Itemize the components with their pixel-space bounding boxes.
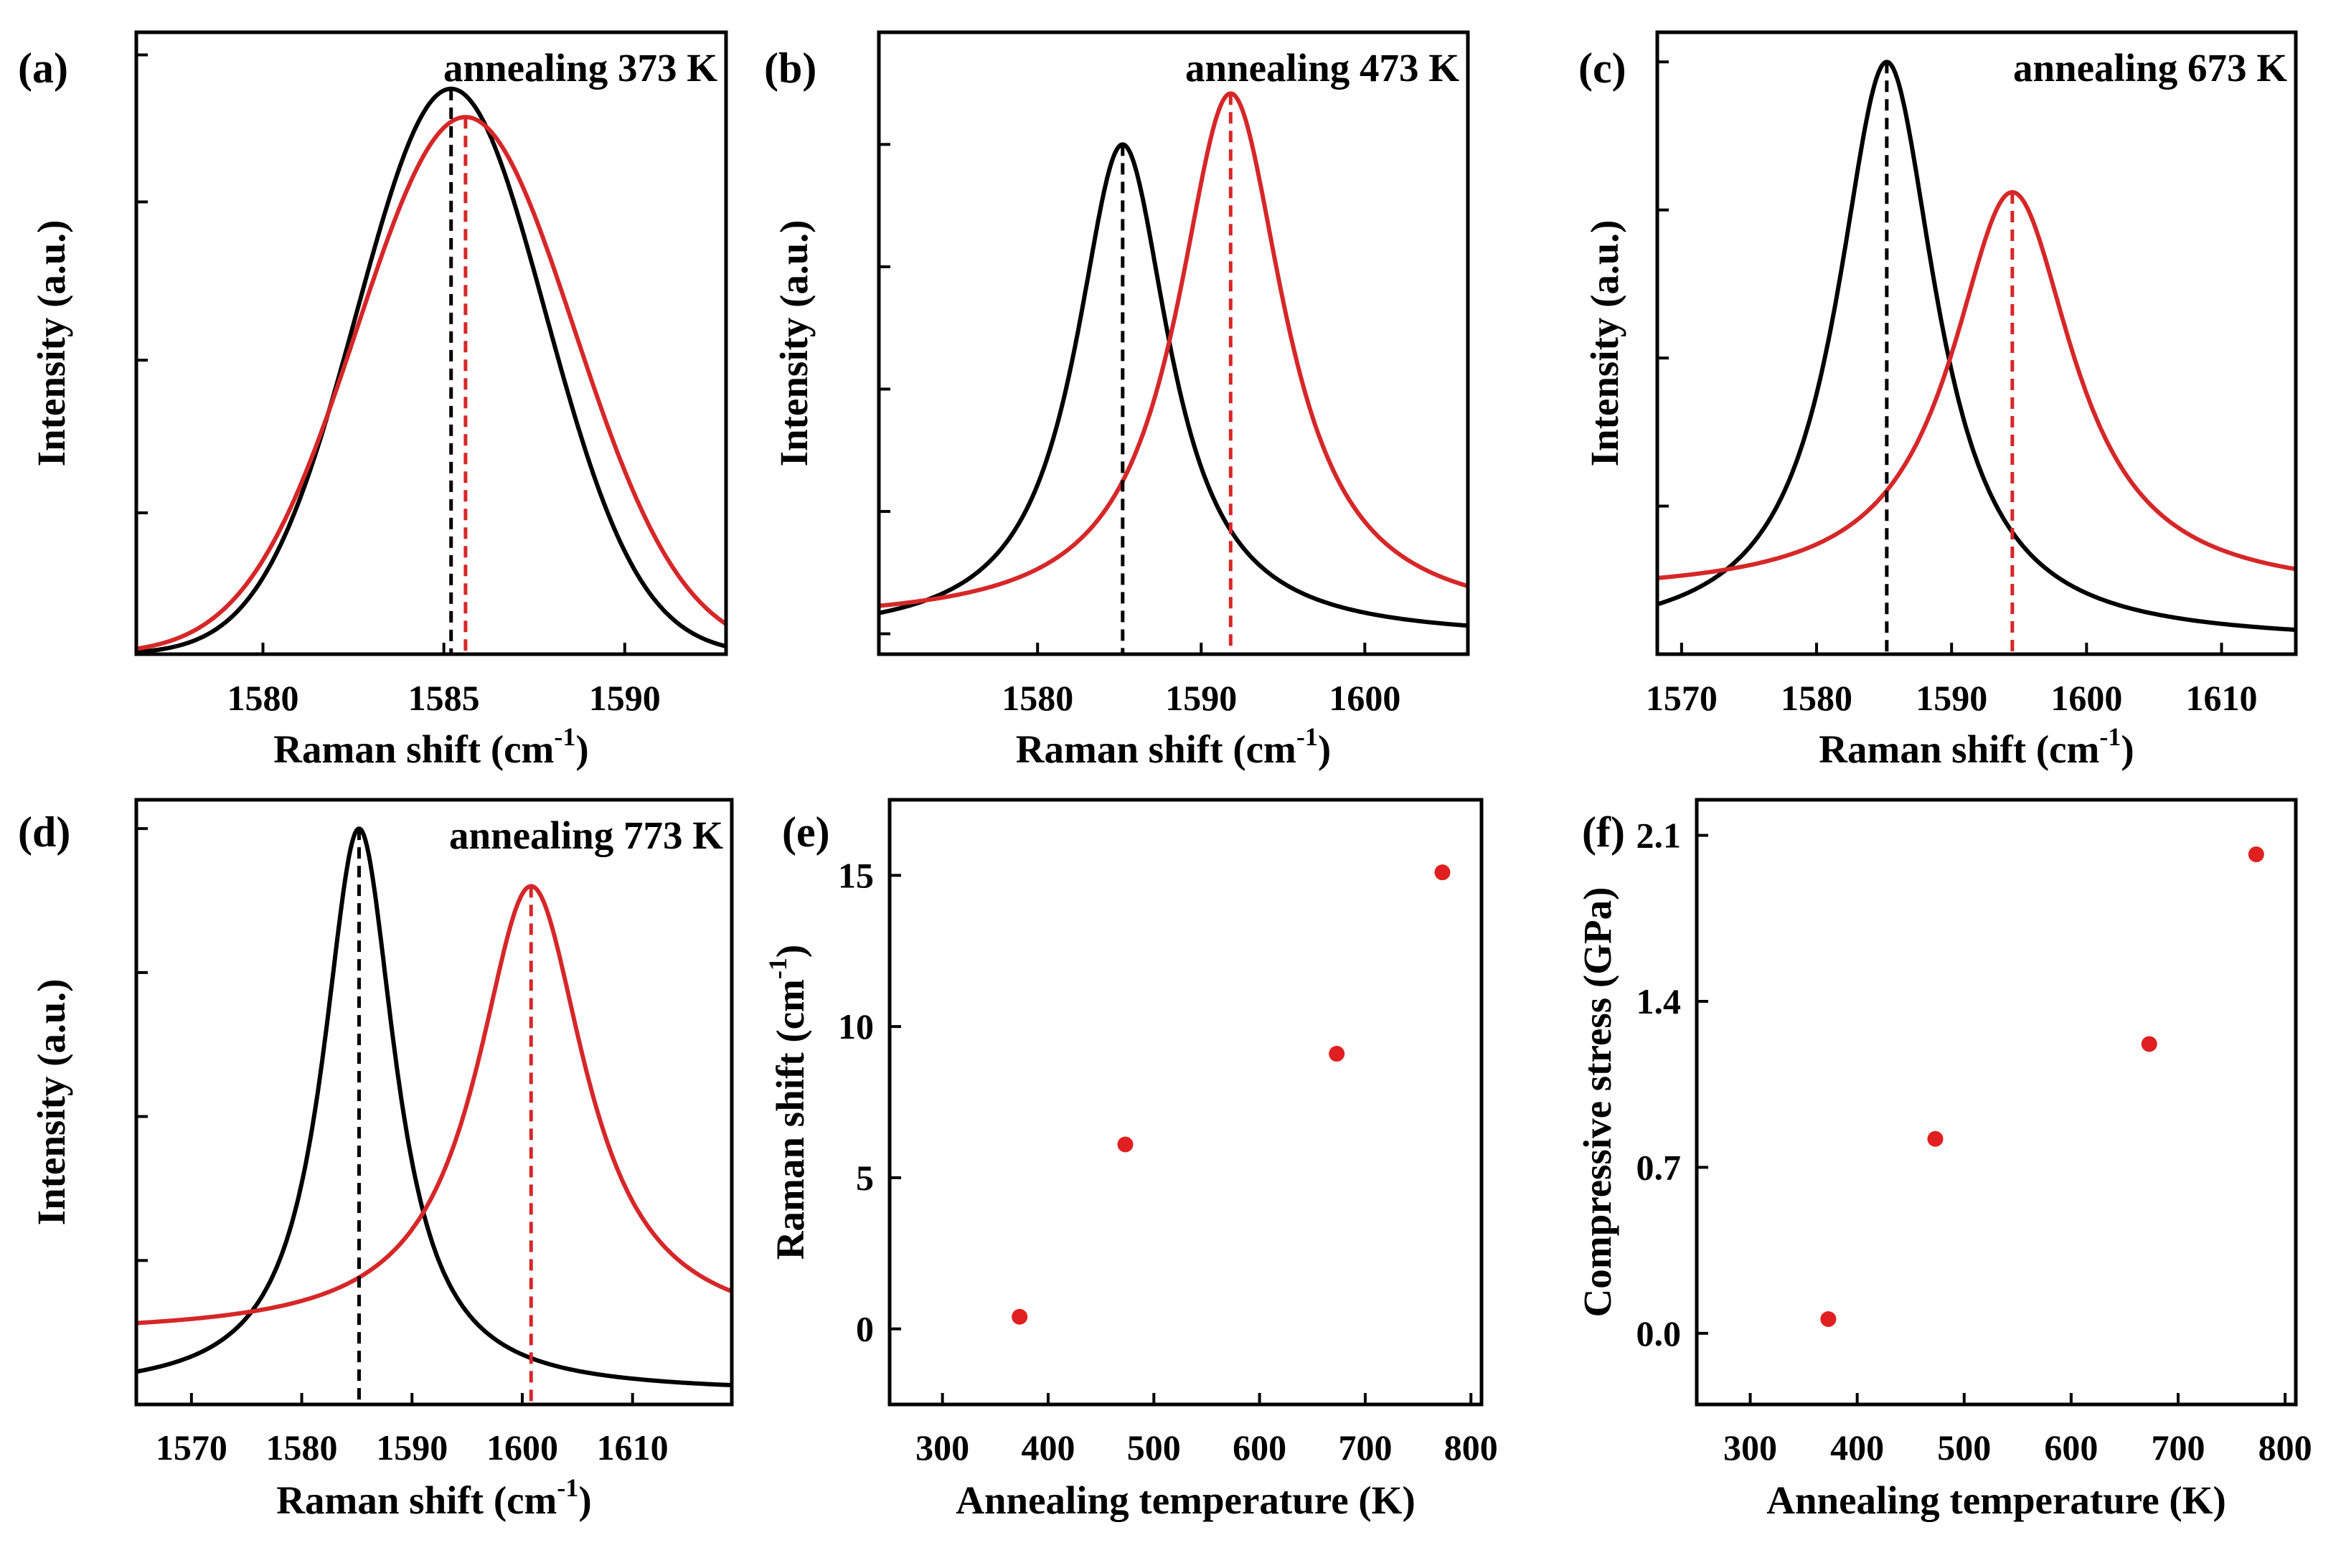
- y-axis-label: Intensity (a.u.): [29, 979, 73, 1226]
- plot-area: [136, 86, 726, 654]
- y-tick-label: 5: [856, 1158, 874, 1198]
- x-tick-label: 700: [2151, 1427, 2205, 1468]
- panel-letter: (a): [18, 44, 68, 92]
- data-point: [1329, 1046, 1345, 1062]
- x-tick-label: 1590: [589, 678, 661, 718]
- panel-title: annealing 373 K: [443, 46, 717, 90]
- panel-e: 300 400 500 600 700 800 0 5 10 15 Annealing temper…: [763, 798, 1498, 1522]
- x-tick-label: 1590: [1165, 678, 1237, 718]
- x-tick-label: 600: [2044, 1427, 2098, 1468]
- x-tick-label: 1610: [597, 1427, 669, 1468]
- x-tick-label: 1570: [1646, 678, 1718, 718]
- data-point: [2248, 846, 2264, 863]
- panel-letter: (b): [764, 44, 816, 92]
- series-line-1: [136, 884, 732, 1326]
- axes-frame: [887, 798, 1484, 1407]
- series-line-0: [1657, 60, 2296, 632]
- x-tick-label: 700: [1338, 1427, 1392, 1468]
- x-tick-label: 1580: [266, 1427, 338, 1468]
- x-tick-label: 300: [915, 1427, 969, 1468]
- x-tick-label: 1580: [1781, 678, 1852, 718]
- x-tick-label: 500: [1127, 1427, 1181, 1468]
- x-tick-label: 1570: [156, 1427, 227, 1468]
- x-tick-label: 800: [2258, 1427, 2312, 1468]
- series-line-1: [136, 115, 726, 651]
- x-axis-label: Annealing temperature (K): [1766, 1478, 2226, 1522]
- x-tick-label: 1610: [2186, 678, 2258, 718]
- x-tick-label: 400: [1021, 1427, 1075, 1468]
- y-tick-label: 2.1: [1636, 816, 1682, 856]
- data-point: [1117, 1136, 1134, 1153]
- x-tick-label: 1600: [486, 1427, 558, 1468]
- panel-title: annealing 773 K: [449, 813, 723, 857]
- series-line-0: [879, 142, 1468, 628]
- plot-area: [879, 91, 1468, 654]
- y-axis-label: Intensity (a.u.): [772, 220, 816, 467]
- y-axis-label: Intensity (a.u.): [29, 220, 73, 467]
- panel-letter: (d): [18, 808, 70, 856]
- plot-area: [136, 826, 732, 1404]
- x-tick-label: 800: [1444, 1427, 1498, 1468]
- x-tick-label: 1580: [1002, 678, 1073, 718]
- series-line-1: [1657, 190, 2296, 580]
- x-tick-label: 600: [1233, 1427, 1286, 1468]
- plot-area: [1012, 864, 1451, 1325]
- x-tick-label: 400: [1830, 1427, 1884, 1468]
- y-axis-label: Intensity (a.u.): [1583, 220, 1626, 467]
- y-axis-label: Compressive stress (GPa): [1575, 887, 1619, 1318]
- x-axis-label: Raman shift (cm-1): [276, 1473, 591, 1522]
- series-line-1: [879, 91, 1468, 608]
- y-tick-label: 15: [838, 855, 874, 895]
- x-axis-label: Annealing temperature (K): [956, 1478, 1416, 1522]
- data-point: [1434, 864, 1451, 881]
- x-tick-label: 300: [1723, 1427, 1777, 1468]
- axes-frame: [1655, 30, 2298, 656]
- y-tick-label: 10: [838, 1006, 874, 1047]
- panel-title: annealing 673 K: [2013, 46, 2287, 90]
- data-point: [2141, 1036, 2157, 1052]
- panel-f: 300 400 500 600 700 800 0.0 0.7 1.4 2.1 Annealing …: [1575, 798, 2312, 1522]
- x-axis-label: Raman shift (cm-1): [1016, 722, 1331, 771]
- panel-letter: (f): [1582, 808, 1625, 856]
- y-tick-label: 0.0: [1636, 1313, 1682, 1354]
- x-axis-label: Raman shift (cm-1): [1819, 722, 2134, 771]
- plot-area: [1820, 846, 2264, 1327]
- y-tick-label: 0: [856, 1309, 874, 1349]
- panel-letter: (c): [1578, 44, 1626, 92]
- x-tick-label: 1600: [1329, 678, 1400, 718]
- x-tick-label: 500: [1937, 1427, 1991, 1468]
- y-tick-label: 0.7: [1636, 1147, 1682, 1187]
- panel-title: annealing 473 K: [1185, 46, 1459, 90]
- y-tick-label: 1.4: [1636, 981, 1682, 1021]
- data-point: [1012, 1308, 1028, 1325]
- panel-letter: (e): [782, 808, 830, 856]
- axes-frame: [134, 798, 734, 1407]
- axes-frame: [877, 30, 1470, 656]
- panel-c: 1570 1580 1590 1600 1610 Raman shift (cm-1) In…: [1578, 30, 2298, 771]
- axes-frame: [134, 30, 728, 656]
- x-tick-label: 1590: [1916, 678, 1987, 718]
- plot-area: [1657, 60, 2296, 654]
- axes-frame: [1695, 798, 2298, 1407]
- data-point: [1927, 1130, 1944, 1147]
- x-axis-label: Raman shift (cm-1): [273, 722, 588, 771]
- x-tick-label: 1590: [376, 1427, 448, 1468]
- series-line-0: [136, 86, 726, 654]
- y-axis-label: Raman shift (cm-1): [763, 945, 812, 1260]
- x-tick-label: 1580: [227, 678, 299, 718]
- data-point: [1820, 1310, 1837, 1327]
- series-line-0: [136, 826, 732, 1388]
- x-tick-label: 1585: [408, 678, 480, 718]
- x-tick-label: 1600: [2050, 678, 2122, 718]
